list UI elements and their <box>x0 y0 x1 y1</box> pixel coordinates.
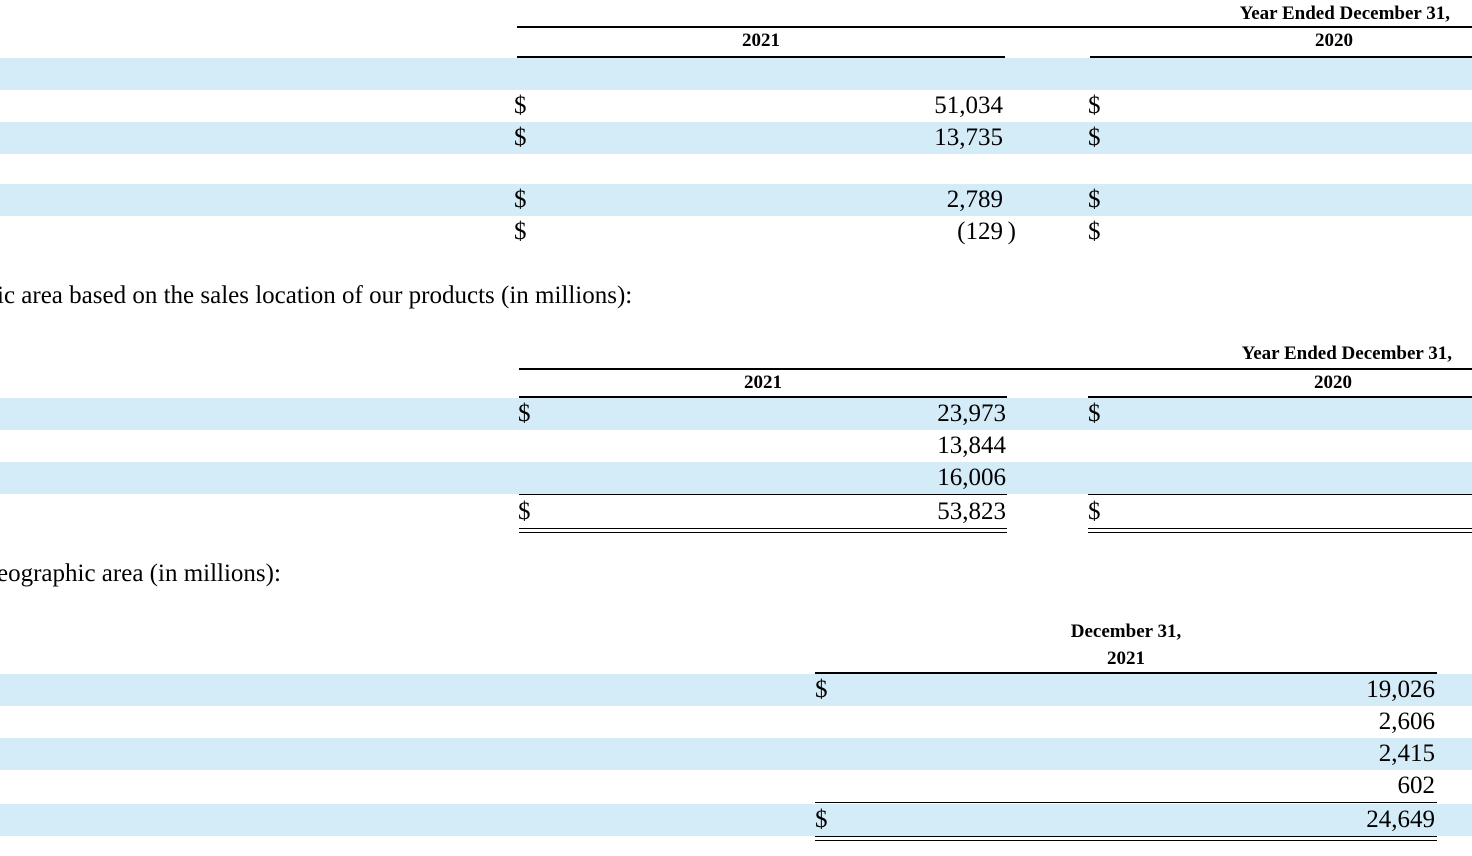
section3-intro-text: eographic area (in millions): <box>0 560 281 587</box>
column-rule-2020 <box>1088 396 1472 398</box>
column-header-2021: 2021 <box>744 372 782 393</box>
subtotal-rule-2020 <box>1088 494 1472 495</box>
cell-value-2021: 13,844 <box>937 432 1006 459</box>
subtotal-rule-2021 <box>519 494 1007 495</box>
currency-symbol: $ <box>1088 218 1101 245</box>
currency-symbol: $ <box>514 186 527 213</box>
currency-symbol: $ <box>514 92 527 119</box>
column-rule-2021 <box>517 56 1005 58</box>
currency-symbol: $ <box>1088 92 1101 119</box>
column-rule <box>815 672 1437 674</box>
row-band <box>0 462 1472 494</box>
currency-symbol: $ <box>514 124 527 151</box>
total-double-rule-2020 <box>1088 528 1472 533</box>
currency-symbol: $ <box>1088 186 1101 213</box>
subtotal-rule <box>815 802 1437 803</box>
currency-symbol: $ <box>1088 498 1101 525</box>
total-double-rule <box>815 836 1437 841</box>
cell-value: 602 <box>1397 772 1436 799</box>
currency-symbol: $ <box>518 400 531 427</box>
header-group-label: Year Ended December 31, <box>1241 343 1452 364</box>
cell-value-2021: 23,973 <box>937 400 1006 427</box>
row-band <box>0 122 1472 154</box>
cell-value-2021: (129 <box>957 218 1003 245</box>
header-group-label: Year Ended December 31, <box>1239 3 1450 24</box>
negative-paren: ) <box>1007 218 1016 245</box>
currency-symbol: $ <box>1088 124 1101 151</box>
column-header-2020: 2020 <box>1315 30 1353 51</box>
column-header-2021: 2021 <box>742 30 780 51</box>
currency-symbol: $ <box>815 676 828 703</box>
row-band <box>0 58 1472 90</box>
column-rule-2020 <box>1090 56 1472 58</box>
row-band <box>0 804 1472 836</box>
total-double-rule-2021 <box>519 528 1007 533</box>
total-value: 24,649 <box>1366 806 1435 833</box>
currency-symbol: $ <box>815 806 828 833</box>
column-header-2020: 2020 <box>1314 372 1352 393</box>
column-header-line2: 2021 <box>1107 648 1145 669</box>
header-rule <box>519 368 1472 370</box>
total-value-2021: 53,823 <box>937 498 1006 525</box>
cell-value-2021: 2,789 <box>946 186 1003 213</box>
row-band <box>0 184 1472 216</box>
column-rule-2021 <box>519 396 1007 398</box>
cell-value-2021: 51,034 <box>934 92 1003 119</box>
cell-value: 2,415 <box>1378 740 1435 767</box>
cell-value: 19,026 <box>1366 676 1435 703</box>
currency-symbol: $ <box>514 218 527 245</box>
column-header-line1: December 31, <box>1070 621 1182 642</box>
row-band <box>0 674 1472 706</box>
cell-value: 2,606 <box>1378 708 1435 735</box>
section2-intro-text: ic area based on the sales location of o… <box>0 282 633 309</box>
row-band <box>0 738 1472 770</box>
currency-symbol: $ <box>1088 400 1101 427</box>
currency-symbol: $ <box>518 498 531 525</box>
cell-value-2021: 16,006 <box>937 464 1006 491</box>
header-rule <box>517 26 1472 28</box>
cell-value-2021: 13,735 <box>934 124 1003 151</box>
row-band <box>0 398 1472 430</box>
